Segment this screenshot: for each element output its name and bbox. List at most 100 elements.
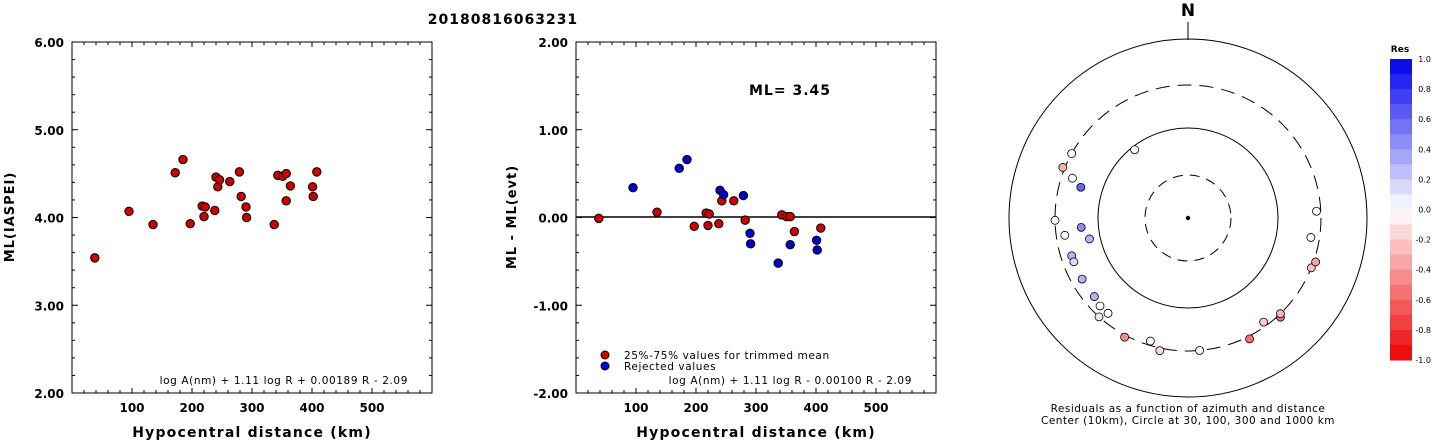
data-point [745, 228, 755, 238]
data-point [234, 167, 245, 177]
data-point [718, 189, 729, 200]
station-point [1095, 301, 1105, 311]
legend-marker-rejected [600, 361, 610, 371]
colorbar-tick-label: 0.8 [1418, 85, 1431, 94]
station-point [1311, 257, 1321, 267]
x-tick-label: 500 [359, 401, 384, 415]
colorbar-cell [1390, 284, 1412, 301]
y-axis-label: ML(IASPEI) [3, 172, 18, 263]
data-point [312, 167, 322, 177]
colorbar-cell [1390, 239, 1412, 256]
axis-ticks: 100 200 300 400 500 -2.00 -1.00 0.00 1.00 2.00 [533, 36, 936, 415]
caption-line-2: Center (10km), Circle at 30, 100, 300 an… [1041, 415, 1335, 427]
data-point [285, 181, 296, 191]
colorbar-cell [1390, 119, 1412, 135]
colorbar-ticks: 1.0 0.8 0.6 0.4 0.2 0.0 -0.2 -0.4 -0.6 -0.8 -1.0 [1415, 55, 1431, 365]
axis-ticks: 100 200 300 400 500 2.00 3.00 4.00 5.00 6.00 [34, 36, 432, 415]
station-point [1306, 233, 1316, 242]
ring-1000km [1008, 38, 1368, 398]
station-point [1050, 215, 1060, 225]
colorbar-tick-label: 0.2 [1418, 175, 1431, 184]
colorbar-tick-label: 1.0 [1418, 55, 1431, 64]
x-tick-label: 500 [863, 401, 888, 415]
data-point [185, 218, 195, 229]
data-point [704, 209, 714, 219]
colorbar-tick-label: -0.4 [1415, 266, 1431, 275]
data-point [812, 245, 822, 255]
colorbar-cell [1390, 179, 1412, 195]
formula-label: log A(nm) + 1.11 log R + 0.00189 R - 2.0… [160, 375, 408, 387]
ring-30km [1144, 174, 1232, 262]
colorbar-tick-label: -0.8 [1415, 326, 1431, 335]
station-point [1155, 346, 1165, 356]
station-point [1076, 222, 1086, 232]
data-point [652, 207, 662, 217]
station-point [1275, 309, 1285, 319]
caption-line-1: Residuals as a function of azimuth and d… [1051, 403, 1326, 415]
y-tick-label: 0.00 [538, 212, 568, 226]
data-point [811, 235, 822, 246]
x-tick-label: 400 [803, 401, 828, 415]
data-point [90, 253, 100, 263]
data-point [241, 202, 251, 212]
data-point [689, 221, 699, 231]
colorbar-cell [1390, 344, 1412, 361]
colorbar-cell [1390, 269, 1412, 286]
x-tick-label: 200 [179, 401, 204, 415]
colorbar-tick-label: -0.2 [1415, 236, 1431, 245]
y-tick-label: -1.00 [533, 299, 568, 313]
legend-marker-trimmed [600, 350, 610, 360]
colorbar-tick-label: 0.0 [1418, 206, 1431, 215]
data-point [241, 212, 252, 223]
x-tick-label: 100 [119, 401, 144, 415]
y-tick-label: 5.00 [34, 124, 64, 138]
station-point [1312, 206, 1321, 216]
data-point [773, 258, 783, 268]
colorbar-cell [1390, 164, 1412, 180]
legend: 25%-75% values for trimmed mean Rejected… [600, 350, 829, 373]
station-point [1058, 163, 1068, 172]
data-point [785, 240, 795, 250]
data-point [738, 190, 749, 201]
y-tick-label: 4.00 [34, 212, 64, 226]
colorbar-cell [1390, 329, 1412, 346]
station-point [1306, 263, 1316, 273]
legend-label-rejected: Rejected values [624, 361, 716, 373]
data-point [729, 196, 739, 206]
colorbar-cell [1390, 314, 1412, 331]
station-point [1068, 173, 1077, 183]
colorbar-cell [1390, 104, 1412, 120]
data-point [281, 168, 291, 179]
station-point [1076, 182, 1086, 192]
data-point [124, 206, 134, 217]
plot-frame [71, 41, 433, 394]
ring-100km [1097, 127, 1279, 309]
station-point [1060, 230, 1070, 240]
station-point [1085, 234, 1094, 244]
figure-title: 20180816063231 [428, 12, 578, 28]
colorbar: Res 1.0 0.8 0.6 0.4 0.2 0.0 -0.2 -0.4 -0.6 -0.8 -1… [1390, 45, 1431, 365]
data-point [307, 182, 318, 192]
y-tick-label: 3.00 [34, 299, 64, 313]
station-point [1195, 346, 1204, 355]
colorbar-cell [1390, 299, 1412, 316]
station-point [1245, 334, 1254, 344]
colorbar-tick-label: 0.6 [1418, 115, 1431, 124]
colorbar-cell [1390, 194, 1412, 210]
station-point [1120, 332, 1130, 342]
data-point [785, 211, 795, 222]
colorbar-cell [1390, 89, 1412, 105]
colorbar-cell [1390, 134, 1412, 150]
station-point [1069, 257, 1079, 267]
data-point [594, 213, 604, 224]
data-point [745, 239, 756, 249]
data-point [225, 176, 235, 187]
colorbar-cell [1390, 209, 1412, 226]
colorbar-cell [1390, 149, 1412, 165]
data-point [269, 219, 279, 230]
data-point [214, 175, 225, 185]
magnitude-vs-distance-panel: 100 200 300 400 500 2.00 3.00 4.00 5.00 6.00 log … [3, 36, 433, 441]
station-points [1050, 145, 1321, 356]
data-point [170, 168, 180, 178]
colorbar-cell [1390, 59, 1412, 75]
